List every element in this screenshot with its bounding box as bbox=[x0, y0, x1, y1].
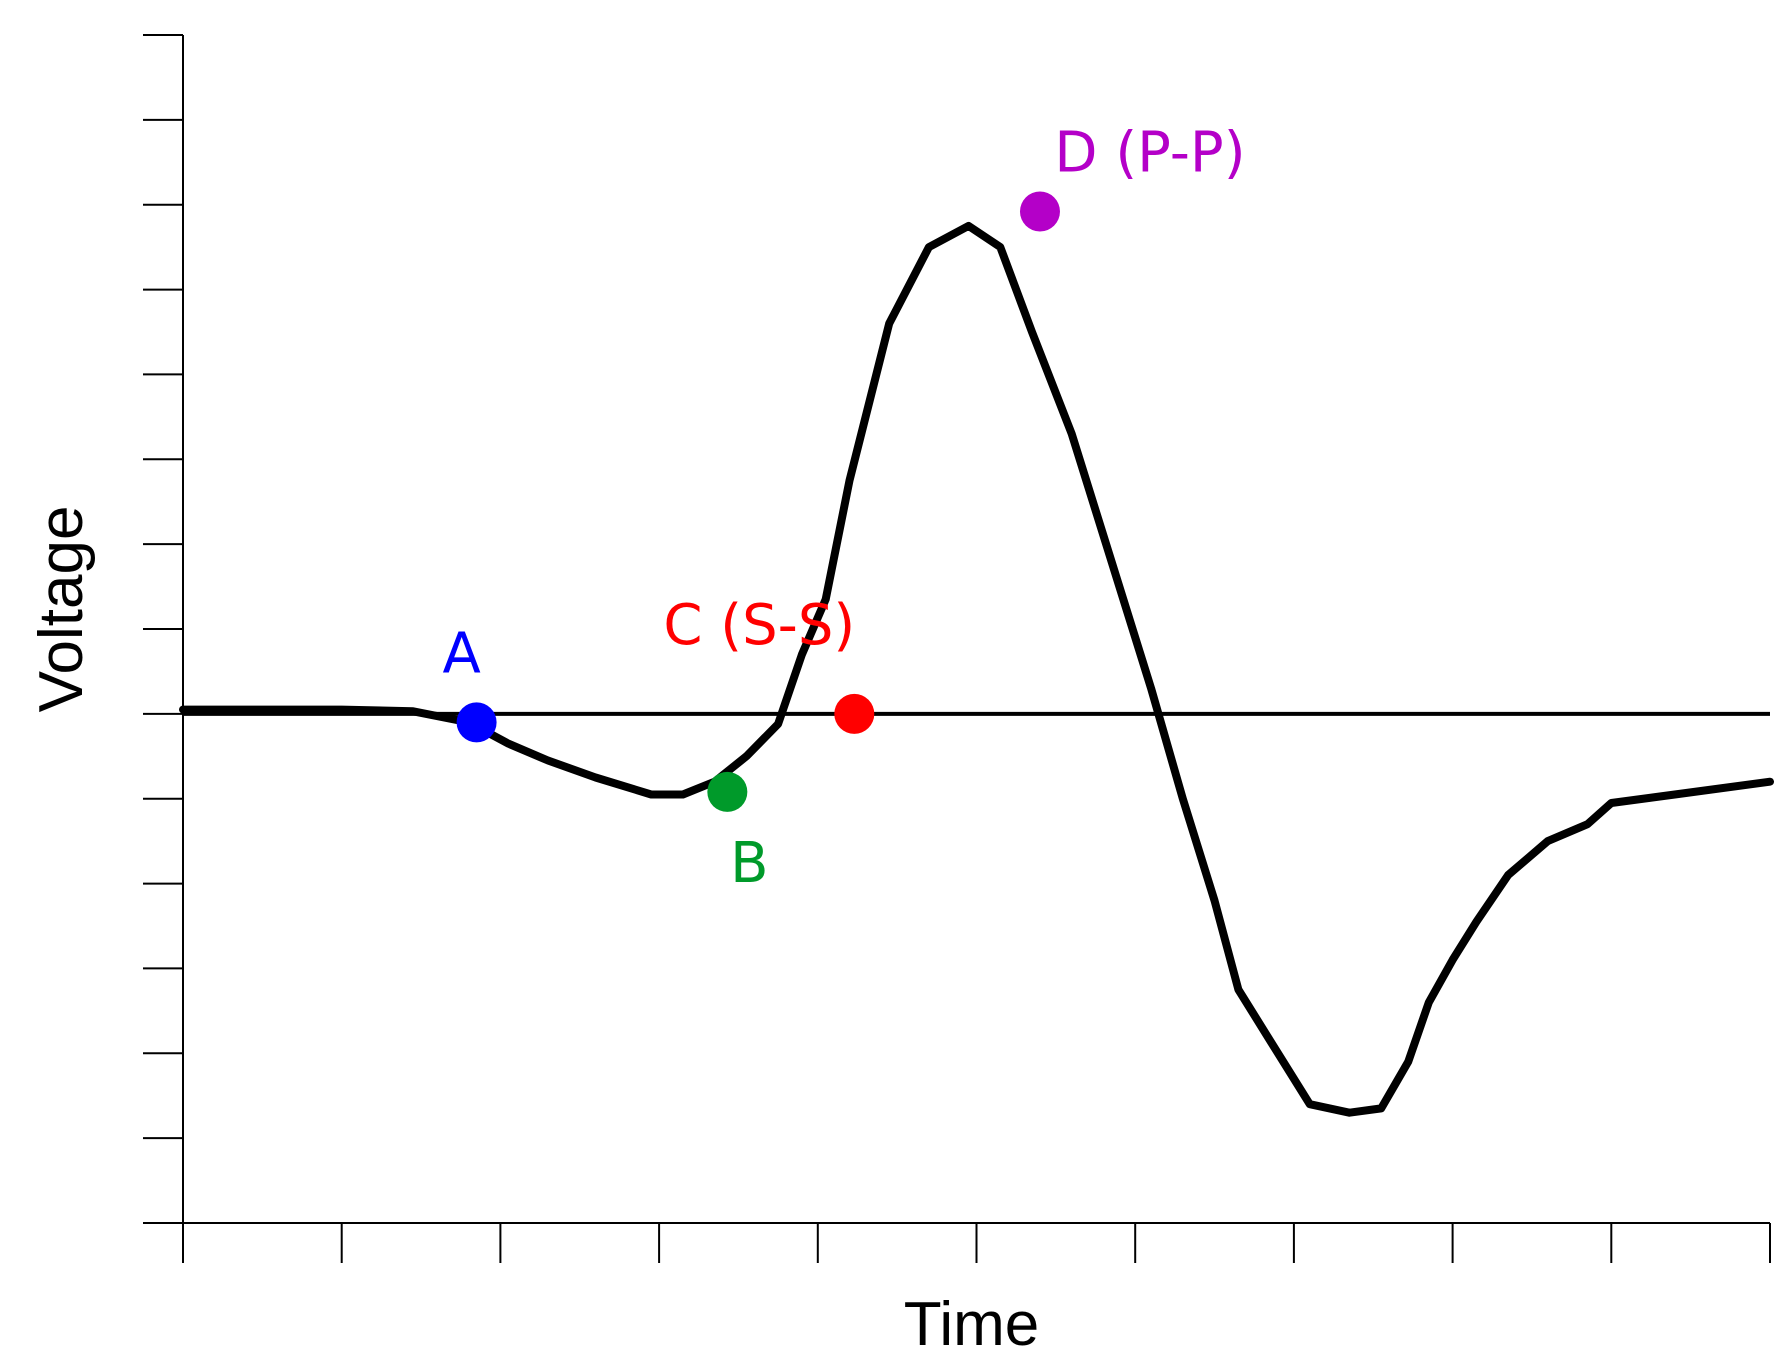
point-label-d: D (P-P) bbox=[1054, 121, 1245, 186]
point-marker-a bbox=[456, 702, 497, 743]
y-axis-title: Voltage bbox=[27, 506, 96, 713]
point-marker-b bbox=[707, 771, 748, 812]
y-axis-ticks bbox=[143, 34, 183, 1224]
point-marker-c bbox=[834, 693, 875, 734]
axes bbox=[143, 34, 1771, 1263]
x-axis-title: Time bbox=[904, 1290, 1039, 1359]
point-label-c: C (S-S) bbox=[663, 593, 855, 658]
series-layer bbox=[179, 221, 1774, 1117]
x-axis-ticks bbox=[182, 1223, 1771, 1263]
point-marker-d bbox=[1019, 191, 1060, 232]
point-label-a: A bbox=[442, 621, 480, 686]
marker-layer: A B C (S-S) D (P-P) bbox=[442, 121, 1245, 896]
point-label-b: B bbox=[730, 831, 768, 896]
waveform-line bbox=[179, 221, 1774, 1117]
